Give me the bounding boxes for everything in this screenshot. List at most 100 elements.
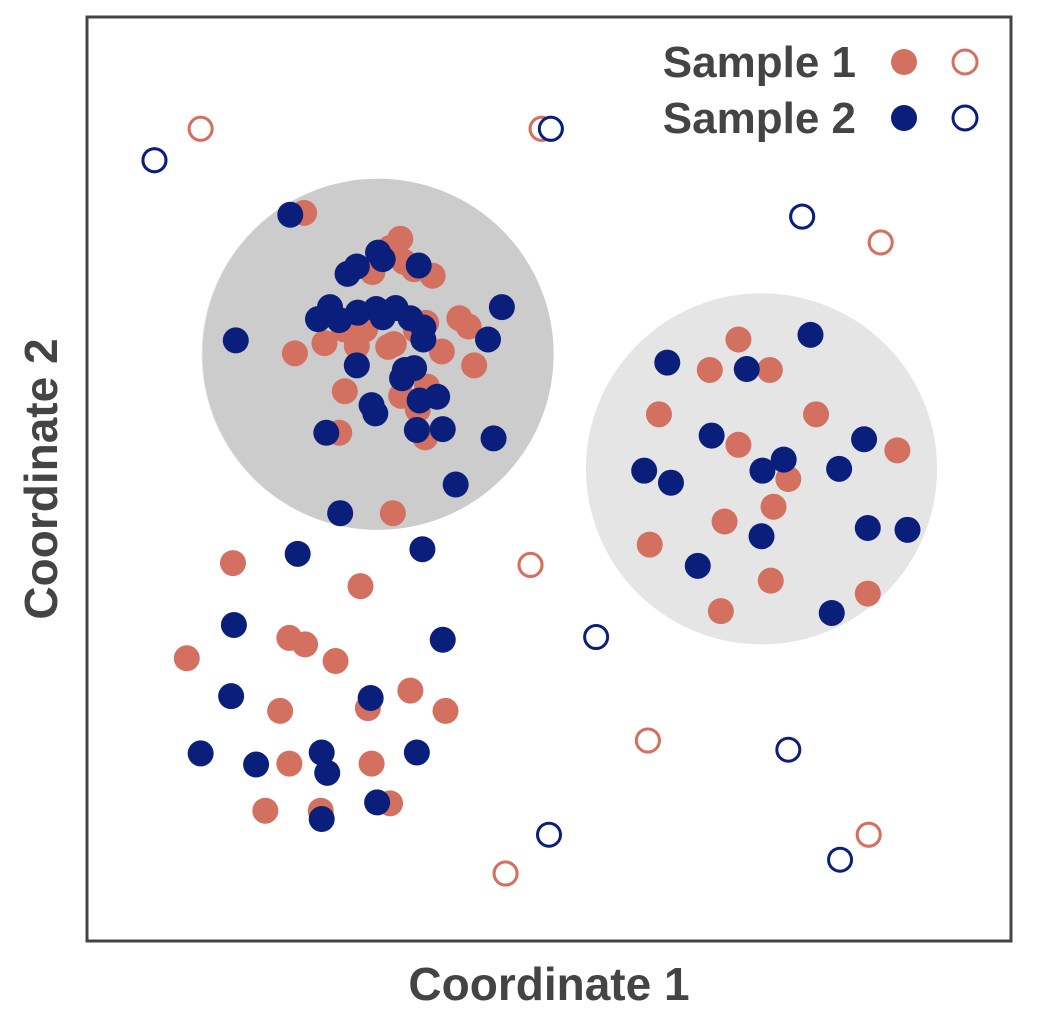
- filled-point-sample2-27: [403, 417, 430, 444]
- filled-point-sample1-44: [696, 356, 723, 383]
- filled-point-sample2-55: [657, 469, 684, 496]
- filled-point-sample2-46: [654, 349, 681, 376]
- filled-point-sample2-29: [313, 419, 340, 446]
- filled-point-sample2-54: [631, 457, 658, 484]
- filled-point-sample1-56: [854, 580, 881, 607]
- filled-point-sample1-53: [636, 531, 663, 558]
- filled-point-sample1-33: [397, 677, 424, 704]
- plot-frame: [85, 15, 1013, 943]
- filled-point-sample2-15: [410, 326, 437, 353]
- filled-point-sample2-52: [851, 426, 878, 453]
- filled-point-sample2-28: [429, 416, 456, 443]
- filled-point-sample2-12: [369, 304, 396, 331]
- legend-marker-open-sample1: [951, 48, 979, 76]
- filled-point-sample2-44: [364, 789, 391, 816]
- filled-point-sample2-39: [187, 740, 214, 767]
- filled-point-sample1-49: [884, 437, 911, 464]
- filled-point-sample2-18: [222, 327, 249, 354]
- filled-point-sample1-51: [760, 493, 787, 520]
- legend-marker-filled-sample1: [891, 49, 917, 75]
- filled-point-sample2-17: [475, 326, 502, 353]
- filled-point-sample2-38: [357, 684, 384, 711]
- filled-point-sample1-27: [379, 500, 406, 527]
- filled-point-sample2-42: [314, 759, 341, 786]
- filled-point-sample2-35: [220, 611, 247, 638]
- filled-point-sample2-43: [403, 739, 430, 766]
- legend: Sample 1 Sample 2: [663, 38, 979, 143]
- data-points: [141, 115, 921, 887]
- x-axis-label: Coordinate 1: [408, 958, 689, 1010]
- filled-point-sample1-39: [358, 750, 385, 777]
- filled-point-sample2-40: [243, 751, 270, 778]
- filled-point-sample1-31: [292, 631, 319, 658]
- filled-point-sample2-59: [684, 552, 711, 579]
- filled-point-sample1-29: [347, 573, 374, 600]
- filled-point-sample2-31: [442, 471, 469, 498]
- filled-point-sample2-0: [277, 201, 304, 228]
- filled-point-sample2-58: [894, 516, 921, 543]
- filled-point-sample2-53: [826, 455, 853, 482]
- open-point-sample1-5: [855, 821, 882, 848]
- filled-point-sample2-19: [343, 352, 370, 379]
- filled-point-sample1-55: [707, 598, 734, 625]
- filled-point-sample1-34: [267, 697, 294, 724]
- y-axis-label: Coordinate 2: [15, 338, 67, 619]
- filled-point-sample1-40: [252, 797, 279, 824]
- filled-point-sample2-45: [308, 806, 335, 833]
- filled-point-sample2-56: [748, 523, 775, 550]
- filled-point-sample1-28: [219, 550, 246, 577]
- filled-point-sample1-16: [380, 331, 407, 358]
- open-point-sample1-4: [634, 727, 661, 754]
- open-point-sample1-2: [867, 229, 894, 256]
- open-point-sample2-0: [141, 147, 168, 174]
- open-point-sample2-4: [775, 736, 802, 763]
- filled-point-sample1-54: [757, 567, 784, 594]
- filled-point-sample1-20: [461, 352, 488, 379]
- open-point-sample1-0: [187, 115, 214, 142]
- filled-point-sample1-9: [281, 340, 308, 367]
- filled-point-sample2-36: [429, 626, 456, 653]
- filled-point-sample2-48: [797, 321, 824, 348]
- filled-point-sample2-4: [405, 252, 432, 279]
- filled-point-sample1-52: [711, 508, 738, 535]
- filled-point-sample1-32: [322, 648, 349, 675]
- filled-point-sample2-5: [334, 260, 361, 287]
- filled-point-sample1-38: [276, 750, 303, 777]
- legend-marker-open-sample2: [951, 104, 979, 132]
- filled-point-sample1-10: [311, 330, 338, 357]
- filled-point-sample1-46: [645, 401, 672, 428]
- open-point-sample1-6: [492, 860, 519, 887]
- filled-point-sample1-47: [803, 401, 830, 428]
- filled-point-sample2-16: [488, 294, 515, 321]
- legend-label-sample1: Sample 1: [663, 38, 856, 87]
- filled-point-sample2-22: [389, 365, 416, 392]
- filled-point-sample1-43: [725, 326, 752, 353]
- filled-point-sample1-50: [775, 466, 802, 492]
- filled-point-sample1-45: [756, 356, 783, 383]
- filled-point-sample1-19: [428, 338, 455, 365]
- filled-point-sample1-37: [173, 645, 200, 672]
- legend-marker-filled-sample2: [891, 105, 917, 131]
- open-point-sample2-2: [789, 203, 816, 230]
- filled-point-sample2-7: [305, 306, 331, 333]
- filled-point-sample2-50: [770, 446, 797, 473]
- filled-point-sample1-48: [725, 431, 752, 458]
- open-point-sample1-3: [517, 551, 544, 578]
- open-point-sample2-3: [583, 624, 610, 651]
- filled-point-sample1-4: [387, 225, 414, 252]
- filled-point-sample2-49: [698, 422, 725, 449]
- open-point-sample2-5: [536, 821, 562, 848]
- filled-point-sample1-8: [455, 313, 482, 340]
- filled-point-sample2-34: [409, 536, 436, 563]
- filled-point-sample2-2: [369, 246, 396, 273]
- filled-point-sample2-47: [733, 356, 760, 383]
- filled-point-sample2-33: [284, 540, 311, 567]
- filled-point-sample2-60: [818, 599, 845, 626]
- open-point-sample2-1: [537, 115, 564, 142]
- filled-point-sample2-30: [480, 425, 507, 452]
- filled-point-sample2-32: [327, 500, 354, 527]
- filled-point-sample2-57: [854, 514, 881, 541]
- legend-label-sample2: Sample 2: [663, 94, 856, 143]
- filled-point-sample2-37: [218, 683, 245, 710]
